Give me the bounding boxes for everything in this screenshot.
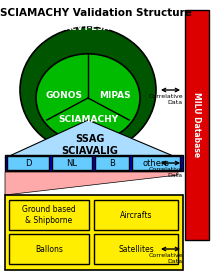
Text: MILU Database: MILU Database: [192, 92, 201, 158]
Text: Correlative
Data: Correlative Data: [148, 167, 183, 178]
Bar: [7, 156, 49, 170]
Ellipse shape: [20, 27, 156, 153]
Text: Correlative
Data: Correlative Data: [148, 94, 183, 105]
Bar: [132, 156, 180, 170]
Text: MIPAS: MIPAS: [99, 91, 131, 100]
Bar: [95, 156, 129, 170]
Text: Ground based
& Shipborne: Ground based & Shipborne: [22, 205, 76, 225]
Text: Ballons: Ballons: [35, 245, 63, 253]
Text: SSAG
SCIAVALIG: SSAG SCIAVALIG: [61, 134, 119, 156]
Bar: [5, 195, 183, 270]
Ellipse shape: [36, 54, 140, 142]
Polygon shape: [5, 172, 178, 195]
Bar: [52, 156, 92, 170]
Text: D: D: [25, 158, 31, 168]
Text: ACVT-ESA: ACVT-ESA: [65, 23, 111, 33]
Text: NL: NL: [67, 158, 78, 168]
Bar: [185, 10, 209, 240]
Text: others: others: [142, 158, 169, 168]
Polygon shape: [5, 120, 178, 158]
Text: B: B: [109, 158, 115, 168]
Text: Satellites: Satellites: [118, 245, 154, 253]
Bar: [9, 200, 89, 230]
Bar: [5, 155, 183, 171]
Text: GONOS: GONOS: [46, 91, 82, 100]
Bar: [9, 234, 89, 264]
Bar: [94, 234, 178, 264]
Bar: [94, 200, 178, 230]
Text: Aircrafts: Aircrafts: [120, 211, 152, 219]
Text: SCIAMACHY Validation Structure: SCIAMACHY Validation Structure: [0, 8, 192, 18]
Text: SCIAMACHY: SCIAMACHY: [58, 115, 118, 124]
Text: Correlative
Data: Correlative Data: [148, 253, 183, 264]
